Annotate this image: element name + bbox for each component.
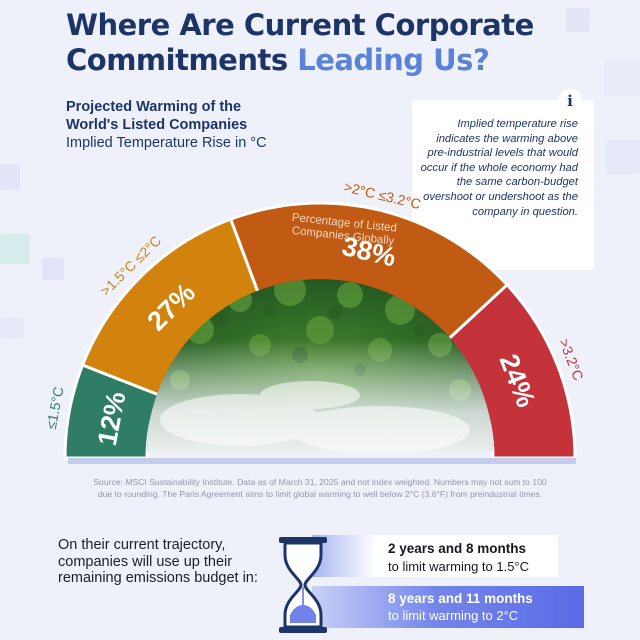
trajectory-text: On their current trajectory, companies w… bbox=[58, 537, 258, 586]
gauge-segments bbox=[63, 201, 577, 460]
budget-goal-2: to limit warming to 2°C bbox=[388, 608, 519, 623]
info-text: Implied temperature rise indicates the w… bbox=[420, 118, 578, 218]
decor-square bbox=[42, 258, 64, 280]
gauge-base-line bbox=[68, 458, 576, 464]
chart-unit-label: Implied Temperature Rise in °C bbox=[66, 135, 267, 151]
gauge-category-le-1-5: ≤1.5°C bbox=[43, 385, 67, 430]
page-title: Where Are Current Corporate Commitments … bbox=[66, 8, 586, 78]
subtitle-line-1: Projected Warming of the bbox=[66, 99, 242, 115]
title-plain-part: Commitments bbox=[66, 43, 288, 77]
decor-square bbox=[0, 234, 30, 264]
budget-bar-2 bbox=[312, 586, 584, 628]
decor-square bbox=[566, 8, 590, 32]
temperature-gauge-chart: 12%≤1.5°C27%>1.5°C ≤2°C 38%>2°C ≤3.2°CPer… bbox=[43, 178, 587, 464]
title-accent-part: Leading Us? bbox=[297, 43, 490, 77]
budget-bar-1-5 bbox=[312, 535, 558, 577]
chart-subtitle: Projected Warming of the World's Listed … bbox=[66, 98, 247, 134]
decor-square bbox=[606, 140, 640, 174]
subtitle-line-2: World's Listed Companies bbox=[66, 117, 248, 133]
decor-square bbox=[0, 318, 24, 338]
budget-goal-1-5: to limit warming to 1.5°C bbox=[388, 559, 530, 574]
title-line-1: Where Are Current Corporate bbox=[66, 8, 534, 42]
title-line-2: Commitments Leading Us? bbox=[66, 43, 586, 78]
decor-square bbox=[0, 164, 20, 190]
source-note: Source: MSCI Sustainability Institute. D… bbox=[93, 477, 547, 499]
info-icon: i bbox=[558, 89, 582, 113]
decor-square bbox=[604, 60, 640, 96]
budget-time-2: 8 years and 11 months bbox=[388, 591, 533, 606]
hourglass-icon bbox=[279, 537, 327, 633]
budget-time-1-5: 2 years and 8 months bbox=[388, 541, 527, 556]
